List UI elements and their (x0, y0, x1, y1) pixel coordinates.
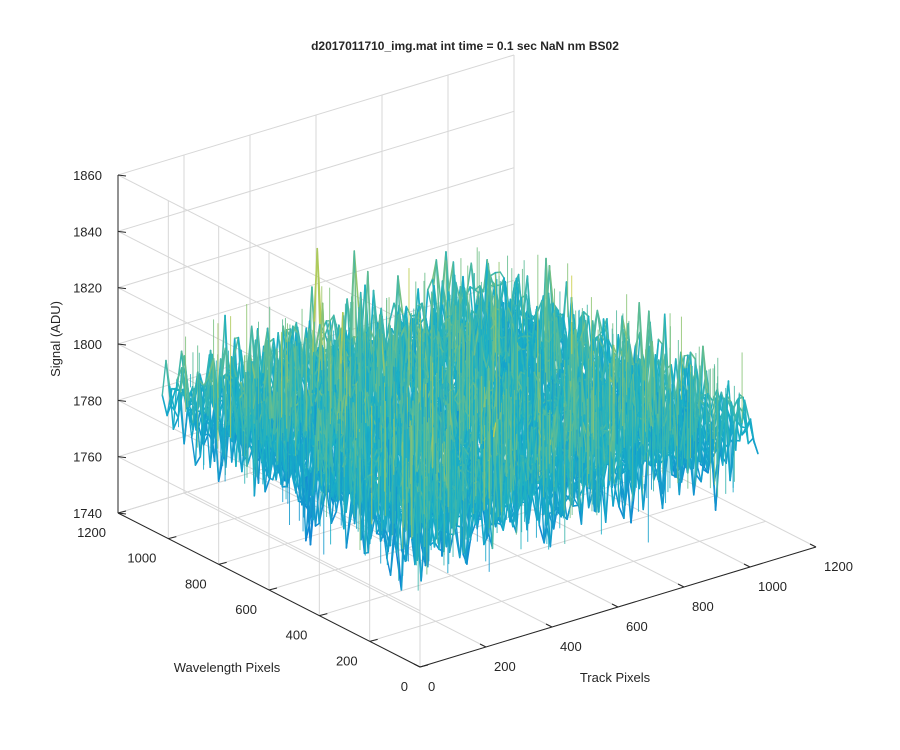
surface-segment (439, 346, 445, 354)
surface-segment (291, 453, 298, 456)
surface-segment (271, 389, 279, 443)
surface-segment (452, 352, 458, 372)
surface-segment (473, 325, 480, 357)
surface-segment (427, 278, 434, 291)
surface-segment (192, 371, 199, 431)
surface-segment (526, 307, 532, 320)
wall-grid-line (117, 167, 515, 289)
surface-segment (486, 259, 492, 281)
surface-segment (165, 359, 171, 388)
surface-segment (490, 279, 496, 288)
surface-segment (269, 338, 275, 365)
surface-segment (555, 317, 561, 371)
surface-segment (268, 434, 275, 479)
surface-segment (447, 261, 455, 293)
surface-segment (427, 288, 433, 308)
floor-grid-line (319, 495, 716, 617)
surface-segment (548, 329, 555, 343)
surface-segment (205, 420, 211, 468)
surface-segment (401, 340, 409, 394)
surface-segment (516, 304, 524, 317)
surface-segment (459, 302, 467, 328)
surface-segment (314, 351, 320, 359)
surface-segment (191, 436, 197, 466)
surface-segment (246, 325, 253, 379)
surface-segment (351, 336, 359, 393)
surface-segment (207, 357, 215, 378)
surface-segment (206, 385, 214, 418)
surface-segment (246, 378, 252, 467)
surface-segment (187, 407, 193, 438)
surface-segment (367, 270, 373, 363)
surface-segment (203, 354, 211, 392)
surface-segment (465, 262, 473, 297)
surface-segment (489, 271, 497, 277)
surface (161, 247, 759, 591)
surface-segment (313, 366, 320, 377)
surface-segment (271, 348, 278, 420)
surface-segment (168, 385, 175, 430)
surface-segment (294, 402, 300, 429)
surface-segment (179, 390, 187, 399)
surface-segment (600, 335, 606, 343)
surface-segment (176, 367, 183, 381)
surface-segment (314, 324, 321, 354)
surface-segment (520, 335, 527, 338)
surface-segment (481, 288, 489, 330)
surface-segment (161, 359, 167, 396)
surface-segment (204, 375, 210, 414)
surface-segment (176, 379, 182, 393)
surface-segment (261, 327, 269, 375)
surface-segment (161, 394, 168, 417)
surface-segment (292, 325, 299, 334)
surface-segment (276, 463, 284, 488)
wall-grid-line (117, 456, 421, 612)
surface-segment (596, 309, 602, 340)
surface-segment (525, 294, 531, 315)
surface-segment (499, 271, 505, 279)
surface-segment (435, 313, 441, 333)
wall-grid-line (117, 110, 515, 232)
surface-segment (213, 407, 220, 483)
surface-segment (180, 355, 186, 393)
surface-segment (166, 404, 172, 417)
surface-segment (548, 265, 554, 304)
surface-segment (190, 409, 198, 438)
surface-segment (435, 378, 443, 382)
surface-segment (217, 397, 223, 426)
surface-segment (231, 416, 237, 468)
surface-segment (208, 375, 214, 387)
surface-segment (213, 407, 219, 420)
surface-segment (194, 455, 202, 466)
surface-segment (592, 320, 598, 363)
surface-segment (203, 385, 209, 418)
surface-segment (273, 425, 280, 436)
surface-segment (203, 375, 210, 387)
surface-segment (272, 463, 278, 481)
wall-grid-line (117, 54, 515, 176)
surface-segment (183, 355, 189, 409)
surface-segment (557, 313, 564, 317)
surface-segment (311, 247, 319, 358)
surface-segment (211, 385, 217, 405)
surface-segment (220, 358, 226, 401)
surface-segment (198, 379, 205, 387)
floor-grid-line (369, 520, 766, 642)
surface-segment (172, 379, 178, 430)
surface-segment (416, 302, 423, 321)
surface-segment (232, 396, 238, 436)
